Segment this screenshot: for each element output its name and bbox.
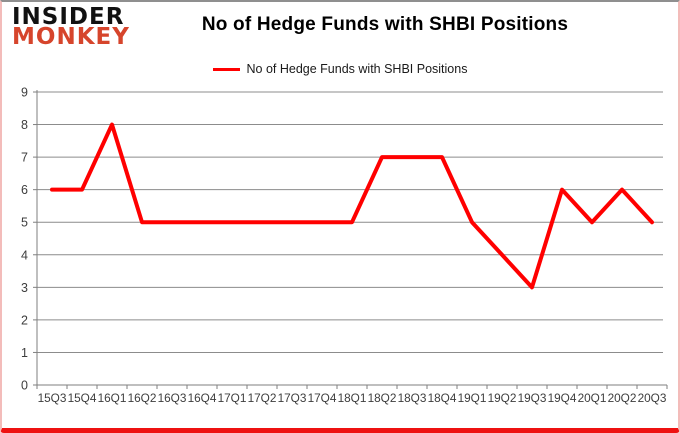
x-axis-label: 17Q2 (248, 391, 277, 405)
axes (33, 90, 668, 389)
x-axis-label: 15Q4 (68, 391, 97, 405)
x-axis-label: 18Q3 (398, 391, 427, 405)
x-axis-label: 18Q4 (428, 391, 457, 405)
chart-legend: No of Hedge Funds with SHBI Positions (2, 62, 678, 76)
y-axis-label: 1 (21, 346, 28, 360)
x-axis-label: 19Q1 (458, 391, 487, 405)
x-axis-label: 15Q3 (38, 391, 67, 405)
x-axis-label: 20Q1 (578, 391, 607, 405)
x-axis-label: 19Q3 (518, 391, 547, 405)
y-axis-label: 7 (21, 151, 28, 165)
y-axis-label: 2 (21, 313, 28, 327)
x-axis-label: 16Q1 (98, 391, 127, 405)
logo-line2: MONKEY (12, 23, 130, 50)
y-axis-label: 0 (21, 379, 28, 393)
y-axis-label: 5 (21, 216, 28, 230)
y-axis-label: 3 (21, 281, 28, 295)
y-axis-label: 6 (21, 183, 28, 197)
x-axis-label: 17Q4 (308, 391, 337, 405)
x-axis-labels: 15Q3 15Q4 16Q1 16Q2 16Q3 16Q4 17Q1 17Q2 17Q3 17Q4… (38, 391, 667, 405)
logo-line1: INSIDER (12, 4, 125, 30)
y-axis-label: 8 (21, 118, 28, 132)
x-axis-label: 18Q1 (338, 391, 367, 405)
x-axis-label: 17Q1 (218, 391, 247, 405)
x-axis-label: 16Q4 (188, 391, 217, 405)
y-axis-label: 9 (21, 86, 28, 100)
x-axis-label: 19Q2 (488, 391, 517, 405)
x-axis-label: 16Q3 (158, 391, 187, 405)
legend-line-swatch (212, 67, 240, 71)
x-axis-label: 20Q2 (608, 391, 637, 405)
legend-label: No of Hedge Funds with SHBI Positions (246, 62, 468, 76)
x-axis-label: 18Q2 (368, 391, 397, 405)
x-axis-label: 19Q4 (548, 391, 577, 405)
x-axis-label: 20Q3 (638, 391, 667, 405)
y-axis-labels: 0 1 2 3 4 5 6 7 8 9 (21, 86, 28, 393)
series-line (50, 122, 654, 290)
chart-title: No of Hedge Funds with SHBI Positions (201, 14, 569, 35)
x-axis-label: 16Q2 (128, 391, 157, 405)
insider-monkey-logo: INSIDER MONKEY (12, 4, 130, 50)
x-axis-label: 17Q3 (278, 391, 307, 405)
y-axis-label: 4 (21, 248, 28, 262)
